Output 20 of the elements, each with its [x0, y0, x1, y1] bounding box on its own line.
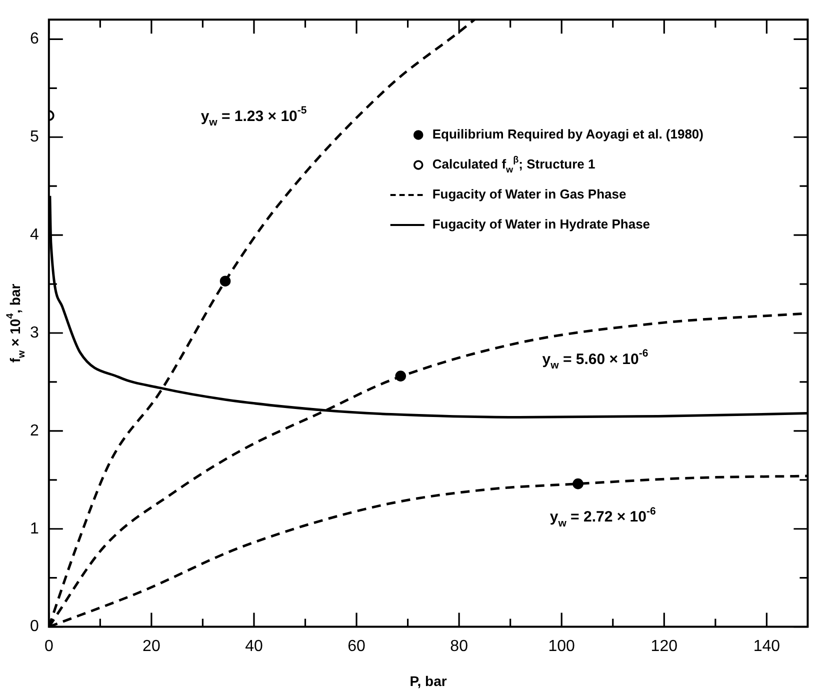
x-tick-label: 100 — [548, 638, 576, 655]
y-axis-title: fw × 104, bar — [5, 283, 28, 363]
legend-label: Fugacity of Water in Hydrate Phase — [432, 216, 650, 232]
x-axis-title: P, bar — [410, 672, 448, 689]
x-tick-label: 40 — [245, 638, 263, 655]
x-tick-label: 120 — [650, 638, 678, 655]
y-tick-label: 4 — [30, 226, 39, 244]
y-tick-label: 2 — [30, 422, 39, 440]
legend-label: Fugacity of Water in Gas Phase — [432, 186, 626, 202]
y-tick-label: 6 — [30, 30, 39, 48]
y-tick-label: 3 — [30, 324, 39, 342]
x-tick-label: 20 — [142, 638, 160, 655]
x-tick-label: 80 — [450, 638, 468, 655]
y-tick-label: 0 — [30, 618, 39, 636]
x-tick-label: 0 — [44, 638, 54, 655]
x-tick-label: 140 — [753, 638, 780, 655]
y-tick-label: 5 — [30, 128, 39, 146]
legend-label: Equilibrium Required by Aoyagi et al. (1980) — [432, 126, 704, 142]
y-tick-label: 1 — [30, 520, 39, 538]
x-tick-label: 60 — [348, 638, 366, 655]
